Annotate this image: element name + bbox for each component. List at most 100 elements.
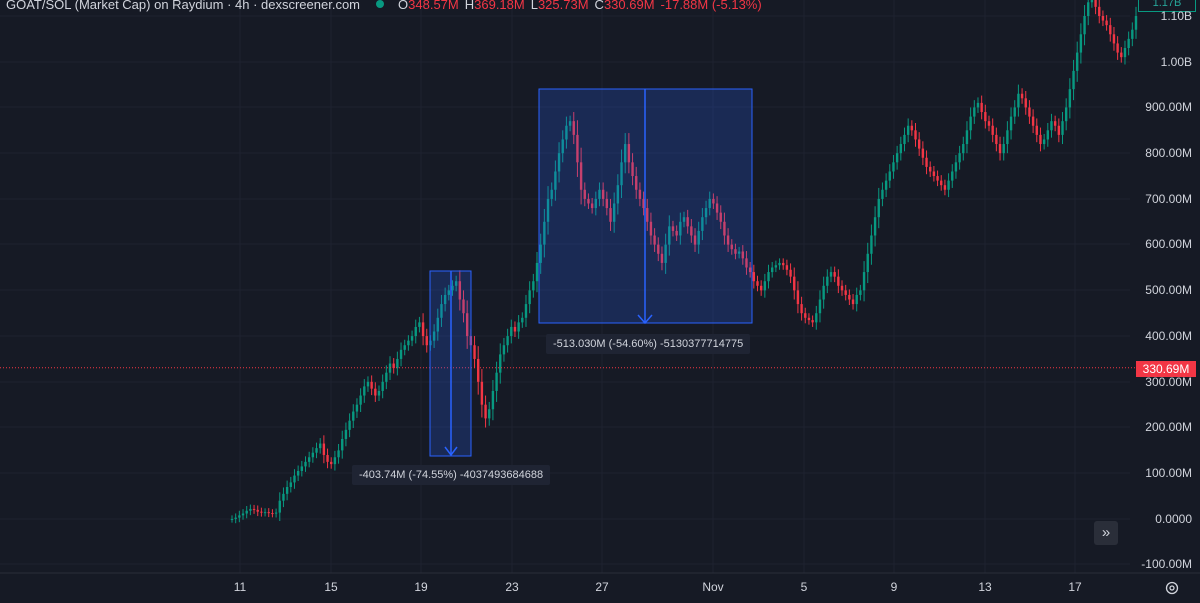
candle-body xyxy=(451,285,454,291)
time-tick: 11 xyxy=(233,580,247,594)
candle-body xyxy=(366,381,370,387)
candles xyxy=(230,0,1138,524)
current-price-tag: 330.69M xyxy=(1136,361,1196,377)
candle-body xyxy=(701,217,704,231)
time-tick: 19 xyxy=(414,580,428,594)
candle-body xyxy=(418,322,421,327)
candle-body xyxy=(506,336,509,346)
candle-body xyxy=(965,130,969,145)
candle-body xyxy=(675,230,678,236)
candle-body xyxy=(385,372,388,382)
market-status-dot xyxy=(376,0,385,8)
candle-body xyxy=(249,508,252,511)
candle-body xyxy=(333,457,337,465)
price-tick: -100.00M xyxy=(1141,557,1192,571)
candle-body xyxy=(370,381,373,389)
low-value: 325.73M xyxy=(537,0,589,12)
candle-body xyxy=(1002,144,1005,154)
candle-body xyxy=(363,386,366,396)
candle-body xyxy=(697,230,700,245)
candle-body xyxy=(947,180,950,190)
candle-body xyxy=(682,217,686,222)
candle-body xyxy=(1031,116,1035,126)
candle-body xyxy=(800,304,803,314)
change-value: -17.88M (-5.13%) xyxy=(660,0,762,12)
candle-body xyxy=(601,189,605,199)
candle-body xyxy=(594,198,598,209)
open-key: O xyxy=(398,0,409,12)
candle-body xyxy=(392,363,395,369)
measure-arrowhead-1 xyxy=(444,446,458,457)
candle-body xyxy=(631,162,634,177)
candle-body xyxy=(1061,121,1064,135)
candle-body xyxy=(352,411,355,421)
candle-body xyxy=(344,429,348,439)
candle-body xyxy=(984,112,987,122)
candle-body xyxy=(1083,16,1086,35)
candle-body xyxy=(267,512,270,514)
candle-body xyxy=(300,466,304,471)
price-tick: 700.00M xyxy=(1145,192,1192,206)
candle-body xyxy=(1116,43,1119,53)
candle-body xyxy=(686,217,689,227)
price-tick: 800.00M xyxy=(1145,146,1192,160)
candle-body xyxy=(624,144,627,163)
candle-body xyxy=(660,253,664,263)
candle-body xyxy=(807,317,811,321)
candle-body xyxy=(770,267,774,273)
gear-icon[interactable] xyxy=(1164,580,1180,596)
candle-body xyxy=(330,461,333,465)
time-tick: 15 xyxy=(324,580,338,594)
candle-body xyxy=(789,269,792,277)
candle-body xyxy=(598,189,601,199)
candle-body xyxy=(462,299,465,314)
measure-label-1: -403.74M (-74.55%) -4037493684688 xyxy=(352,465,551,485)
candle-body xyxy=(719,212,722,222)
candle-body xyxy=(906,125,910,135)
time-tick: Nov xyxy=(702,580,724,594)
candle-body xyxy=(1064,107,1068,122)
candle-body xyxy=(245,510,248,514)
candle-body xyxy=(969,116,972,131)
candle-body xyxy=(414,326,417,337)
candle-body xyxy=(315,448,318,453)
candle-body xyxy=(557,153,561,172)
candle-body xyxy=(348,420,351,430)
candle-body xyxy=(517,322,520,332)
candle-body xyxy=(477,358,480,382)
candle-body xyxy=(826,276,829,286)
candle-body xyxy=(653,235,656,245)
price-tick: 900.00M xyxy=(1145,100,1192,114)
candle-body xyxy=(638,189,642,199)
candle-body xyxy=(1101,16,1105,21)
candle-body xyxy=(488,409,491,419)
candle-body xyxy=(837,276,840,286)
candle-body xyxy=(888,171,891,181)
candle-body xyxy=(796,290,800,305)
candle-body xyxy=(940,180,943,186)
candle-body xyxy=(726,235,730,245)
candle-body xyxy=(973,107,976,117)
candle-body xyxy=(318,443,322,449)
symbol-title: GOAT/SOL (Market Cap) on Raydium · 4h · … xyxy=(6,0,361,12)
candle-body xyxy=(355,404,359,412)
price-tick: 0.0000 xyxy=(1155,512,1192,526)
candle-body xyxy=(396,358,399,369)
candle-body xyxy=(708,198,711,209)
candle-body xyxy=(671,226,675,231)
candle-body xyxy=(668,226,671,245)
candle-body xyxy=(866,253,869,273)
candle-body xyxy=(256,509,259,512)
candle-body xyxy=(1046,130,1050,140)
candle-body xyxy=(1028,107,1031,117)
candle-body xyxy=(410,336,414,341)
candle-body xyxy=(499,354,502,373)
candle-body xyxy=(1120,52,1123,58)
candle-body xyxy=(1109,25,1112,35)
time-tick: 13 xyxy=(978,580,992,594)
candle-body xyxy=(925,157,928,167)
candle-body xyxy=(679,221,682,236)
candle-body xyxy=(432,331,436,341)
scroll-to-realtime-button[interactable]: » xyxy=(1094,521,1118,545)
